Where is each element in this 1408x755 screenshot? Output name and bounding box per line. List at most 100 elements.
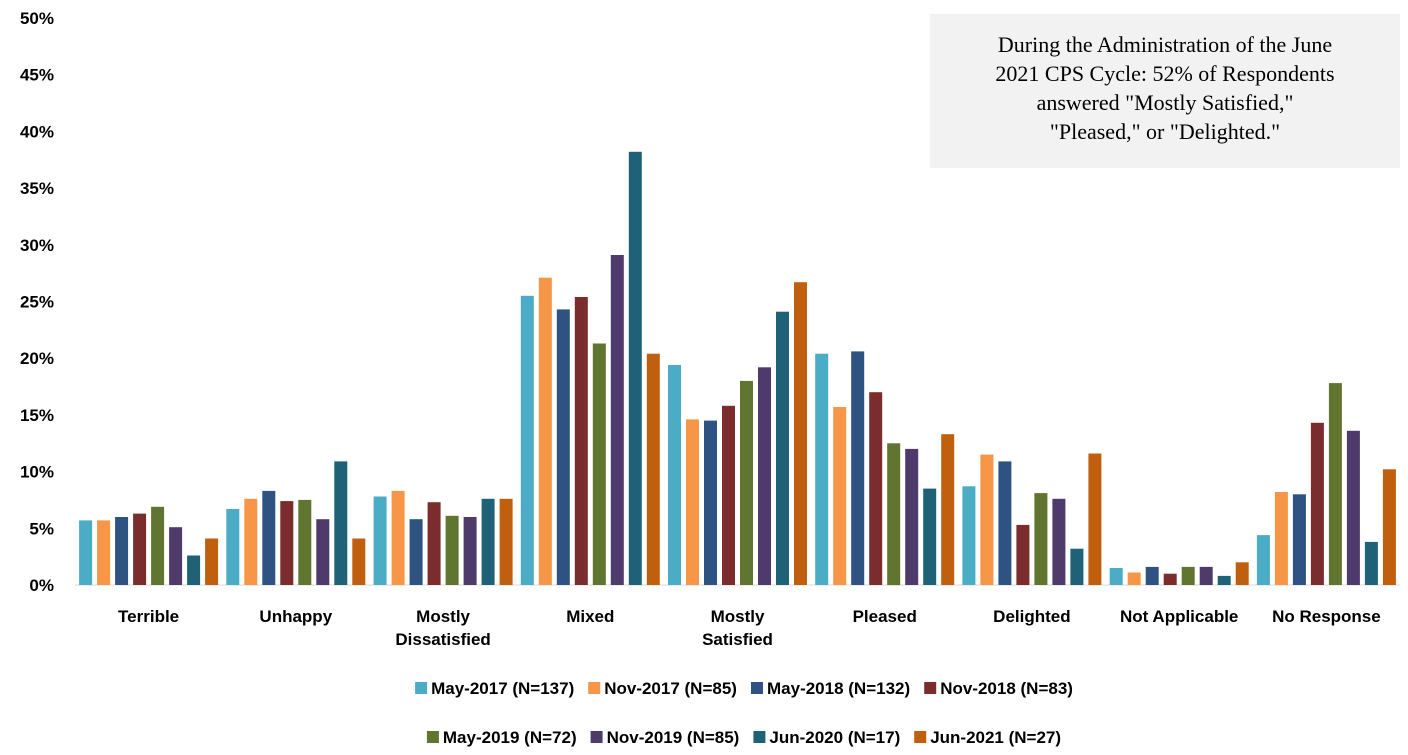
bar [445,515,459,585]
bar [758,367,771,585]
x-category-label: Not Applicable [1120,607,1238,626]
bar [391,490,405,585]
bar [499,498,513,585]
bar [1127,572,1141,585]
bar [115,517,129,585]
bar [722,405,735,585]
bar [316,519,330,585]
bar [740,380,753,585]
legend-label: Nov-2018 (N=83) [940,679,1073,698]
x-category-label: Dissatisfied [395,630,490,649]
bar [1145,566,1159,585]
bar [463,517,477,585]
bar [79,520,93,585]
bar [427,502,441,585]
bar [1109,568,1123,585]
bar [923,488,937,585]
bar [851,351,865,585]
bar [704,420,717,585]
bar [187,555,201,585]
annotation-line: answered "Mostly Satisfied," [1036,90,1294,115]
y-tick-label: 35% [20,179,54,198]
x-category-label: Mixed [566,607,614,626]
x-category-label: Unhappy [259,607,332,626]
annotation-line: During the Administration of the June [997,32,1333,57]
bar [815,353,829,585]
bar [1364,541,1378,585]
y-tick-label: 20% [20,349,54,368]
legend-swatch [588,682,601,694]
bar [686,419,699,585]
bar [610,255,624,585]
bar [97,520,111,585]
annotation-box: During the Administration of the June 20… [930,14,1400,168]
bar [1088,453,1102,585]
legend-label: Nov-2019 (N=85) [607,728,740,747]
y-tick-label: 30% [20,236,54,255]
bar [1034,493,1048,585]
legend-label: Jun-2021 (N=27) [930,728,1061,747]
bar [373,496,387,585]
bar [794,282,807,585]
bar [1346,430,1360,585]
bar [1163,573,1177,585]
bar [1070,548,1084,585]
bar [1181,566,1195,585]
bar [520,295,534,585]
bar [556,309,570,585]
x-category-label: Terrible [118,607,179,626]
bar [298,499,312,585]
bar [628,151,642,586]
bar [352,538,366,585]
legend-swatch [914,731,927,743]
y-tick-label: 15% [20,406,54,425]
y-tick-label: 0% [29,576,54,595]
bar [962,486,976,585]
y-axis: 0% 5% 10% 15% 20% 25% 30% 35% 40% 45% 50% [20,9,54,595]
bar [1328,383,1342,585]
legend-label: Nov-2017 (N=85) [604,679,737,698]
bar [869,392,883,585]
bar [1292,494,1306,585]
bar [1310,422,1324,585]
y-tick-label: 5% [29,519,54,538]
x-category-label: Mostly [416,607,470,626]
bar [280,501,294,585]
bar [1199,566,1213,585]
bar [833,407,847,585]
x-category-label: No Response [1272,607,1381,626]
bar [409,519,423,585]
bar [1274,492,1288,585]
bar [668,365,681,585]
bars [79,151,1396,586]
y-tick-label: 40% [20,122,54,141]
y-tick-label: 10% [20,463,54,482]
bar [133,513,147,585]
x-category-label: Delighted [993,607,1070,626]
legend-swatch [751,682,763,694]
bar [1052,498,1066,585]
bar [941,434,955,585]
bar [226,509,240,585]
annotation-line: 2021 CPS Cycle: 52% of Respondents [995,61,1335,86]
x-category-label: Mostly [711,607,765,626]
bar [905,448,919,585]
legend-swatch [426,731,439,743]
bar [998,461,1012,585]
bar [574,297,588,585]
annotation-line: "Pleased," or "Delighted." [1049,119,1281,144]
legend-label: Jun-2020 (N=17) [769,728,900,747]
bar [262,490,276,585]
legend: May-2017 (N=137) Nov-2017 (N=85) May-2018 … [415,679,1073,747]
bar [481,498,495,585]
bar [1217,575,1231,585]
bar [592,343,606,585]
x-category-label: Satisfied [702,630,773,649]
bar [646,353,660,585]
bar [169,527,183,585]
legend-label: May-2019 (N=72) [443,728,577,747]
bar [776,311,789,585]
legend-label: May-2018 (N=132) [767,679,910,698]
x-category-label: Pleased [853,607,917,626]
bar [1256,535,1270,585]
